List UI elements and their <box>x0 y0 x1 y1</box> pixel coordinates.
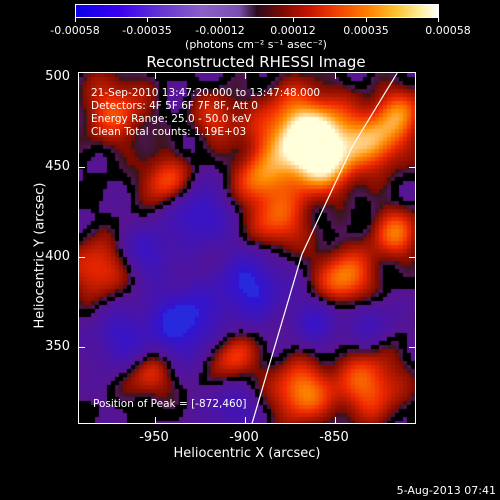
colorbar-units: (photons cm⁻² s⁻¹ asec⁻²) <box>185 38 327 51</box>
y-tick <box>409 167 415 168</box>
heatmap-overlay <box>251 73 398 423</box>
y-tick <box>79 257 85 258</box>
heatmap-plot: 21-Sep-2010 13:47:20.000 to 13:47:48.000… <box>78 72 416 424</box>
x-tick-label: -850 <box>319 430 349 445</box>
colorbar-label: -0.00035 <box>122 24 172 37</box>
peak-position: Position of Peak = [-872,460] <box>93 398 247 410</box>
x-tick <box>335 73 336 79</box>
x-tick <box>245 417 246 423</box>
info-detectors: Detectors: 4F 5F 6F 7F 8F, Att 0 <box>91 100 258 112</box>
solar-limb-line <box>251 73 398 423</box>
y-tick <box>409 347 415 348</box>
colorbar-tick <box>293 18 294 22</box>
colorbar-label: 0.00012 <box>270 24 316 37</box>
colorbar <box>75 4 439 18</box>
info-time: 21-Sep-2010 13:47:20.000 to 13:47:48.000 <box>91 87 321 99</box>
colorbar-label: 0.00058 <box>425 24 471 37</box>
heatmap-image <box>79 73 415 423</box>
x-axis-title: Heliocentric X (arcsec) <box>173 446 321 461</box>
plot-title: Reconstructed RHESSI Image <box>146 53 366 71</box>
y-tick-label: 350 <box>45 339 70 354</box>
x-tick <box>245 73 246 79</box>
y-tick-label: 500 <box>45 69 70 84</box>
colorbar-tick <box>147 18 148 22</box>
colorbar-label: -0.00058 <box>50 24 100 37</box>
info-clean: Clean Total counts: 1.19E+03 <box>91 126 247 138</box>
x-tick <box>155 417 156 423</box>
colorbar-tick <box>75 18 76 22</box>
colorbar-tick <box>366 18 367 22</box>
colorbar-tick <box>438 18 439 22</box>
y-tick-label: 450 <box>45 159 70 174</box>
y-tick <box>79 167 85 168</box>
y-tick <box>409 257 415 258</box>
y-tick <box>79 347 85 348</box>
info-energy: Energy Range: 25.0 - 50.0 keV <box>91 113 252 125</box>
y-axis-title: Heliocentric Y (arcsec) <box>32 182 48 329</box>
plot-timestamp: 5-Aug-2013 07:41 <box>396 484 496 497</box>
x-tick-label: -900 <box>229 430 259 445</box>
y-tick-label: 400 <box>45 249 70 264</box>
colorbar-label: 0.00035 <box>343 24 389 37</box>
colorbar-label: -0.00012 <box>195 24 245 37</box>
x-tick <box>335 417 336 423</box>
colorbar-tick <box>220 18 221 22</box>
x-tick-label: -950 <box>139 430 169 445</box>
x-tick <box>155 73 156 79</box>
